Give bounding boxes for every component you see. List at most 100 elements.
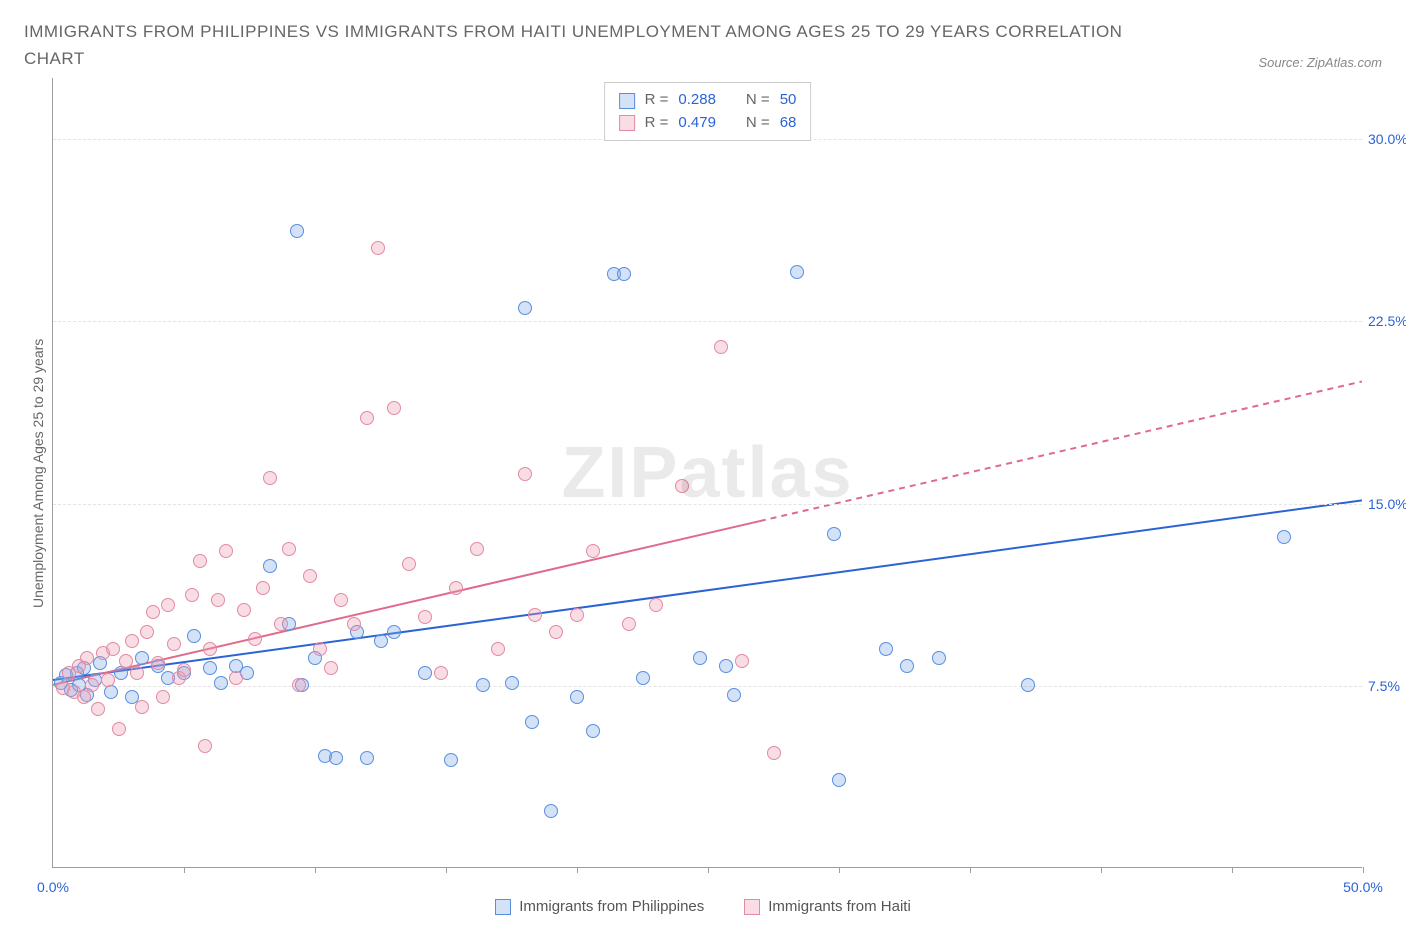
data-point [449,581,463,595]
legend-swatch [619,93,635,109]
x-tick-mark [577,867,578,873]
data-point [185,588,199,602]
data-point [135,651,149,665]
x-tick-mark [970,867,971,873]
data-point [329,751,343,765]
data-point [85,678,99,692]
data-point [229,671,243,685]
chart-header: IMMIGRANTS FROM PHILIPPINES VS IMMIGRANT… [24,18,1382,72]
data-point [347,617,361,631]
x-tick-mark [315,867,316,873]
data-point [476,678,490,692]
data-point [151,656,165,670]
data-point [549,625,563,639]
data-point [434,666,448,680]
legend-row: R =0.479N =68 [619,112,797,135]
data-point [900,659,914,673]
data-point [714,340,728,354]
data-point [360,411,374,425]
data-point [114,666,128,680]
data-point [402,557,416,571]
data-point [214,676,228,690]
x-tick-mark [708,867,709,873]
data-point [80,651,94,665]
data-point [622,617,636,631]
x-tick-mark [184,867,185,873]
data-point [125,634,139,648]
y-tick-label: 22.5% [1368,313,1406,329]
data-point [263,471,277,485]
legend-item: Immigrants from Haiti [744,898,911,915]
data-point [518,467,532,481]
gridline [53,504,1362,505]
data-point [790,265,804,279]
data-point [735,654,749,668]
data-point [119,654,133,668]
data-point [324,661,338,675]
data-point [177,663,191,677]
r-value: 0.288 [678,89,716,112]
data-point [91,702,105,716]
data-point [505,676,519,690]
n-value: 68 [780,112,797,135]
data-point [636,671,650,685]
data-point [444,753,458,767]
data-point [146,605,160,619]
data-point [525,715,539,729]
data-point [879,642,893,656]
legend-label: Immigrants from Haiti [768,898,911,915]
legend-swatch [495,899,511,915]
data-point [193,554,207,568]
y-axis-label: Unemployment Among Ages 25 to 29 years [24,78,52,868]
data-point [248,632,262,646]
data-point [313,642,327,656]
data-point [292,678,306,692]
data-point [303,569,317,583]
data-point [727,688,741,702]
data-point [135,700,149,714]
chart-title: IMMIGRANTS FROM PHILIPPINES VS IMMIGRANT… [24,18,1124,72]
watermark: ZIPatlas [561,432,853,514]
gridline [53,686,1362,687]
data-point [719,659,733,673]
data-point [528,608,542,622]
data-point [518,301,532,315]
plot-area: ZIPatlas R =0.288N =50R =0.479N =68 7.5%… [52,78,1362,868]
data-point [387,625,401,639]
n-label: N = [746,89,770,112]
trend-lines [53,78,1362,867]
x-tick-mark [1101,867,1102,873]
data-point [130,666,144,680]
gridline [53,321,1362,322]
data-point [1021,678,1035,692]
data-point [586,724,600,738]
stats-legend: R =0.288N =50R =0.479N =68 [604,82,812,141]
x-tick-label: 50.0% [1343,879,1383,895]
data-point [256,581,270,595]
data-point [675,479,689,493]
data-point [101,673,115,687]
x-tick-mark [839,867,840,873]
data-point [187,629,201,643]
correlation-chart: IMMIGRANTS FROM PHILIPPINES VS IMMIGRANT… [24,18,1382,915]
x-tick-mark [1363,867,1364,873]
data-point [104,685,118,699]
data-point [418,610,432,624]
data-point [374,634,388,648]
data-point [290,224,304,238]
n-value: 50 [780,89,797,112]
y-tick-label: 7.5% [1368,678,1406,694]
data-point [1277,530,1291,544]
n-label: N = [746,112,770,135]
data-point [470,542,484,556]
legend-row: R =0.288N =50 [619,89,797,112]
data-point [418,666,432,680]
legend-label: Immigrants from Philippines [519,898,704,915]
legend-swatch [619,115,635,131]
data-point [106,642,120,656]
data-point [156,690,170,704]
x-tick-mark [1232,867,1233,873]
data-point [112,722,126,736]
data-point [693,651,707,665]
data-point [203,661,217,675]
